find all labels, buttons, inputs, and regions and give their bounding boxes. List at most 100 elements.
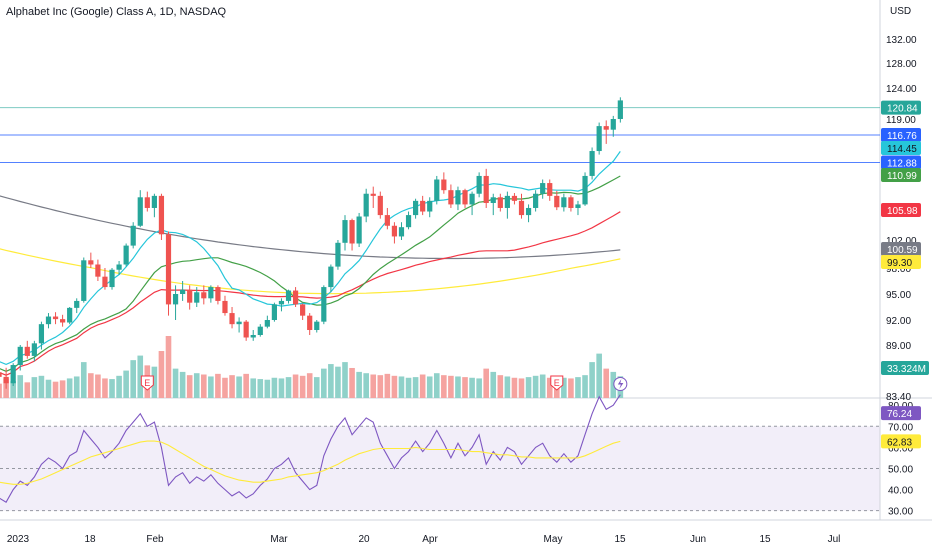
candle[interactable] bbox=[518, 193, 525, 219]
candle[interactable] bbox=[271, 302, 277, 322]
candle[interactable] bbox=[102, 268, 108, 290]
candle[interactable] bbox=[413, 198, 419, 219]
candle[interactable] bbox=[187, 285, 193, 310]
candle[interactable] bbox=[194, 287, 200, 307]
candle[interactable] bbox=[38, 321, 45, 350]
rsi-tag-label: 76.24 bbox=[887, 409, 912, 420]
candle[interactable] bbox=[476, 172, 482, 198]
candle[interactable] bbox=[314, 320, 320, 333]
candle[interactable] bbox=[596, 122, 602, 155]
candle[interactable] bbox=[490, 193, 496, 216]
candle[interactable] bbox=[257, 324, 263, 337]
candle[interactable] bbox=[398, 222, 405, 240]
candle[interactable] bbox=[31, 340, 37, 362]
candle[interactable] bbox=[420, 195, 426, 216]
candle[interactable] bbox=[575, 200, 581, 216]
candle[interactable] bbox=[201, 285, 207, 305]
volume-bar bbox=[0, 383, 2, 398]
candle[interactable] bbox=[427, 197, 433, 218]
candle[interactable] bbox=[540, 179, 546, 199]
candle[interactable] bbox=[74, 298, 80, 314]
candle[interactable] bbox=[483, 168, 489, 208]
candle[interactable] bbox=[222, 295, 228, 316]
candle[interactable] bbox=[137, 190, 143, 228]
candle[interactable] bbox=[335, 240, 341, 270]
candle[interactable] bbox=[448, 184, 454, 208]
candle[interactable] bbox=[349, 218, 355, 251]
candle[interactable] bbox=[384, 207, 390, 230]
candle[interactable] bbox=[10, 363, 16, 386]
candle[interactable] bbox=[292, 287, 299, 307]
candle[interactable] bbox=[328, 264, 334, 293]
candle[interactable] bbox=[610, 115, 616, 137]
candle[interactable] bbox=[300, 303, 306, 320]
lightning-marker[interactable] bbox=[613, 377, 628, 391]
candle[interactable] bbox=[511, 193, 518, 205]
candle[interactable] bbox=[356, 212, 362, 247]
candle[interactable] bbox=[342, 215, 348, 251]
candle[interactable] bbox=[497, 193, 503, 212]
candle[interactable] bbox=[0, 363, 2, 383]
candle[interactable] bbox=[285, 289, 292, 304]
candle[interactable] bbox=[441, 172, 447, 194]
candle-body bbox=[518, 200, 525, 216]
candle[interactable] bbox=[370, 186, 376, 208]
candle[interactable] bbox=[52, 312, 59, 325]
candle[interactable] bbox=[17, 345, 23, 371]
candle[interactable] bbox=[45, 313, 52, 329]
candle[interactable] bbox=[165, 231, 172, 316]
candle[interactable] bbox=[278, 298, 285, 312]
candle[interactable] bbox=[533, 190, 539, 212]
candle[interactable] bbox=[116, 261, 122, 275]
earnings-marker[interactable]: E bbox=[140, 375, 154, 391]
candle[interactable] bbox=[215, 285, 221, 305]
candle[interactable] bbox=[568, 195, 574, 212]
candle[interactable] bbox=[88, 252, 94, 268]
candle[interactable] bbox=[229, 307, 235, 329]
candle-body bbox=[300, 304, 306, 316]
candle[interactable] bbox=[158, 193, 165, 240]
candle[interactable] bbox=[151, 193, 157, 218]
candle[interactable] bbox=[617, 97, 623, 123]
candle[interactable] bbox=[589, 147, 595, 180]
time-tick-label: Jun bbox=[690, 534, 706, 545]
candle[interactable] bbox=[144, 191, 150, 212]
candle[interactable] bbox=[3, 367, 9, 389]
candle[interactable] bbox=[582, 172, 588, 206]
candle[interactable] bbox=[180, 281, 186, 301]
earnings-marker[interactable]: E bbox=[550, 375, 564, 391]
candle[interactable] bbox=[67, 307, 73, 325]
candle[interactable] bbox=[469, 191, 475, 216]
candle[interactable] bbox=[172, 285, 179, 320]
candle[interactable] bbox=[95, 259, 101, 281]
candle[interactable] bbox=[603, 120, 609, 144]
candle[interactable] bbox=[24, 340, 30, 359]
candle-body bbox=[434, 179, 440, 201]
volume-bar bbox=[285, 377, 292, 398]
candle[interactable] bbox=[547, 179, 553, 201]
candle[interactable] bbox=[434, 175, 440, 205]
candle[interactable] bbox=[405, 211, 412, 230]
candle[interactable] bbox=[208, 285, 214, 303]
candle[interactable] bbox=[363, 188, 369, 223]
candle[interactable] bbox=[525, 204, 532, 223]
candle[interactable] bbox=[504, 191, 510, 219]
candle[interactable] bbox=[391, 222, 398, 244]
candle[interactable] bbox=[81, 257, 87, 303]
candle[interactable] bbox=[236, 317, 242, 333]
candle[interactable] bbox=[554, 190, 560, 211]
candle[interactable] bbox=[455, 186, 461, 211]
candle[interactable] bbox=[264, 315, 270, 329]
candle[interactable] bbox=[561, 193, 567, 212]
candle[interactable] bbox=[243, 320, 249, 341]
candle[interactable] bbox=[60, 314, 66, 327]
candle[interactable] bbox=[130, 222, 136, 249]
candle[interactable] bbox=[321, 285, 327, 325]
candle[interactable] bbox=[123, 243, 129, 267]
candle[interactable] bbox=[462, 188, 468, 208]
candle[interactable] bbox=[250, 330, 256, 341]
candle[interactable] bbox=[307, 313, 313, 335]
candle[interactable] bbox=[377, 191, 383, 219]
candle[interactable] bbox=[109, 268, 115, 290]
